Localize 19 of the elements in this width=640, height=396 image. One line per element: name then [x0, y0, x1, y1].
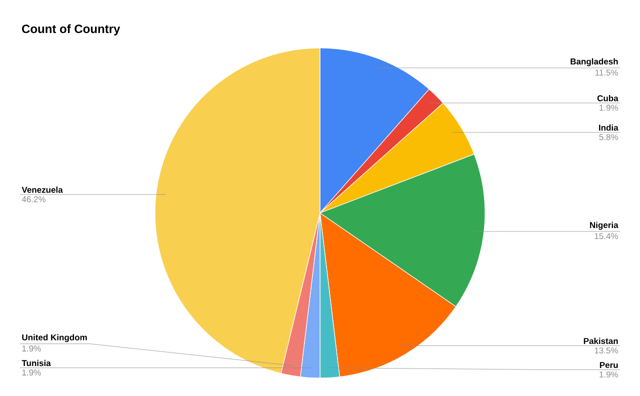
data-label: 46.2%	[22, 196, 46, 202]
slice-label: Tunisia	[22, 360, 51, 366]
data-label: 1.9%	[600, 371, 618, 378]
slice-label: Bangladesh	[570, 58, 618, 66]
data-label: 1.9%	[22, 346, 41, 352]
data-label: 1.9%	[22, 370, 41, 376]
slice-label: United Kingdom	[22, 334, 87, 342]
slice-label: Nigeria	[590, 222, 618, 230]
slice-label: Venezuela	[22, 186, 63, 193]
chart-title: Count of Country	[22, 24, 120, 36]
data-label: 1.9%	[600, 104, 618, 111]
data-label: 13.5%	[594, 347, 618, 354]
slice-label: Pakistan	[584, 338, 618, 344]
data-label: 15.4%	[594, 233, 618, 240]
slice-label: India	[599, 124, 618, 131]
slice-label: Peru	[600, 362, 618, 368]
data-label: 5.8%	[599, 134, 618, 140]
slice-label: Cuba	[597, 95, 618, 102]
data-label: 11.5%	[595, 70, 618, 76]
